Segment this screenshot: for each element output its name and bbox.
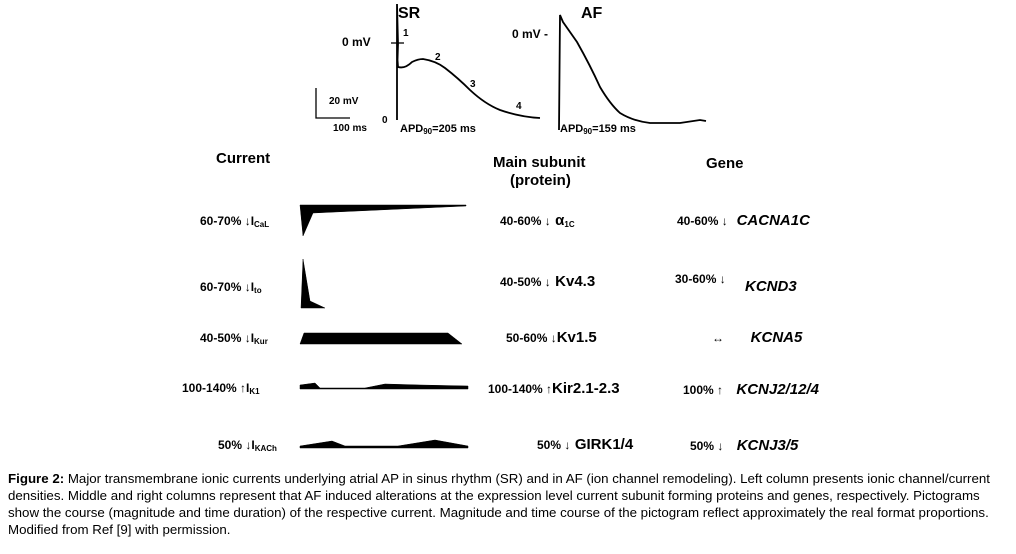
caption-text: Major transmembrane ionic currents under… (8, 471, 990, 537)
pictogram-ik1 (299, 382, 469, 390)
protein-ikur: 50-60% ↓Kv1.5 (506, 329, 597, 346)
header-current: Current (216, 150, 271, 167)
header-gene: Gene (706, 155, 744, 172)
af-title: AF (581, 5, 603, 22)
sr-action-potential-trace (391, 3, 541, 120)
protein-ito: 40-50% ↓ Kv4.3 (500, 273, 596, 290)
current-pictograms (299, 204, 469, 449)
current-ikur: 40-50% ↓IKur (200, 331, 268, 346)
pictogram-ical (299, 204, 467, 237)
phase-2: 2 (435, 52, 441, 63)
current-ical: 60-70% ↓ICaL (200, 214, 270, 229)
gene-ik1: 100% ↑ KCNJ2/12/4 (683, 381, 819, 398)
phase-1: 1 (403, 28, 409, 39)
protein-ikach: 50% ↓ GIRK1/4 (537, 436, 634, 453)
figure-graphics (299, 3, 707, 449)
gene-ito: KCND3 (745, 278, 797, 295)
zero-mv-af-label: 0 mV - (512, 27, 549, 41)
current-ikach: 50% ↓IKACh (218, 438, 277, 453)
sr-title: SR (398, 5, 421, 22)
header-subunit-line2: (protein) (510, 172, 571, 189)
scale-ms-label: 100 ms (333, 123, 367, 134)
protein-ical: 40-60% ↓ α1C (500, 212, 575, 229)
phase-0: 0 (382, 115, 388, 126)
pictogram-ito (300, 258, 326, 309)
scale-mv-label: 20 mV (329, 96, 359, 107)
zero-mv-label: 0 mV (342, 35, 371, 49)
current-ik1: 100-140% ↑IK1 (182, 381, 260, 396)
caption-label: Figure 2: (8, 471, 65, 486)
pictogram-ikach (299, 439, 469, 449)
gene-ikur: ↔ KCNA5 (712, 329, 803, 346)
pictogram-ikur (299, 332, 463, 345)
af-apd90: APD90=159 ms (560, 123, 636, 136)
gene-ikach: 50% ↓ KCNJ3/5 (690, 437, 799, 454)
gene-ito-change: 30-60% ↓ (675, 272, 726, 286)
protein-ik1: 100-140% ↑Kir2.1-2.3 (488, 380, 620, 397)
header-subunit-line1: Main subunit (493, 154, 586, 171)
af-action-potential-trace (558, 14, 707, 131)
phase-3: 3 (470, 79, 476, 90)
scale-bar (315, 88, 350, 119)
gene-ical: 40-60% ↓ CACNA1C (677, 212, 810, 229)
figure-caption: Figure 2: Major transmembrane ionic curr… (8, 470, 1012, 538)
sr-apd90: APD90=205 ms (400, 123, 476, 136)
phase-4: 4 (516, 101, 522, 112)
current-ito: 60-70% ↓Ito (200, 280, 262, 295)
